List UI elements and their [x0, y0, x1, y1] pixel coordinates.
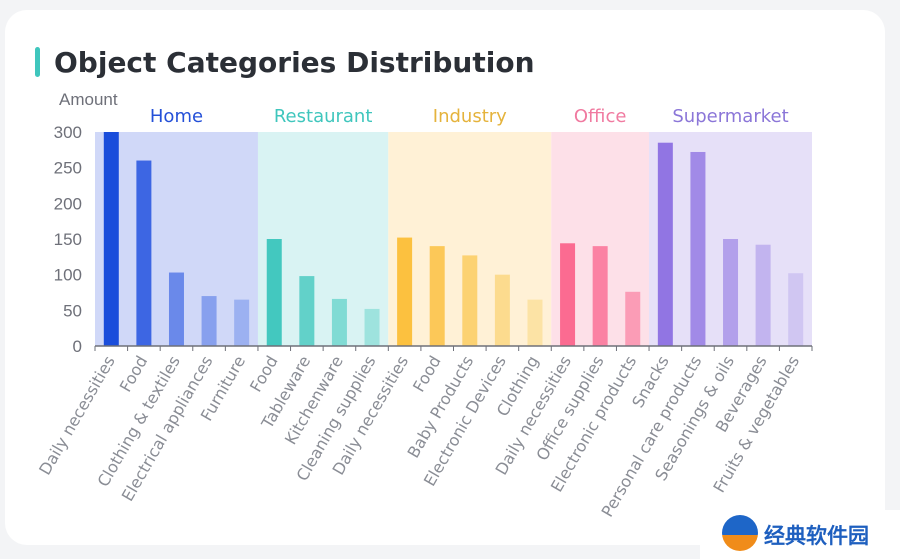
bar: [168, 272, 184, 346]
bar: [234, 299, 250, 346]
watermark-text: 经典软件园: [764, 524, 869, 548]
y-tick-label: 250: [54, 159, 82, 178]
y-tick-label: 150: [54, 230, 82, 249]
group-label: Office: [574, 106, 627, 127]
bar: [136, 160, 152, 346]
chart-title: Object Categories Distribution: [54, 46, 535, 79]
bar: [560, 243, 576, 346]
bar: [494, 274, 510, 346]
y-tick-label: 200: [54, 194, 82, 213]
bar: [397, 237, 413, 346]
bar: [723, 239, 739, 346]
bar: [788, 273, 804, 346]
y-tick-label: 50: [63, 301, 82, 320]
group-label: Restaurant: [274, 106, 373, 127]
bar: [755, 244, 771, 346]
group-label: Supermarket: [672, 106, 788, 127]
group-label: Home: [150, 106, 203, 127]
bar: [331, 298, 347, 346]
bar: [592, 246, 608, 346]
y-tick-label: 300: [54, 123, 82, 142]
watermark-logo-icon: [722, 515, 758, 551]
group-label: Industry: [433, 106, 507, 127]
bar: [657, 142, 673, 346]
y-axis-label: Amount: [59, 90, 118, 109]
bar: [527, 299, 543, 346]
bar: [266, 239, 282, 346]
bar: [299, 276, 315, 346]
bar: [625, 291, 641, 346]
bar: [429, 246, 445, 346]
bar: [364, 308, 380, 346]
y-tick-label: 0: [73, 337, 82, 356]
y-tick-label: 100: [54, 266, 82, 285]
bar: [462, 255, 478, 346]
bar: [690, 151, 706, 346]
title-accent: [35, 47, 40, 77]
bar: [103, 132, 119, 346]
bar: [201, 296, 217, 346]
